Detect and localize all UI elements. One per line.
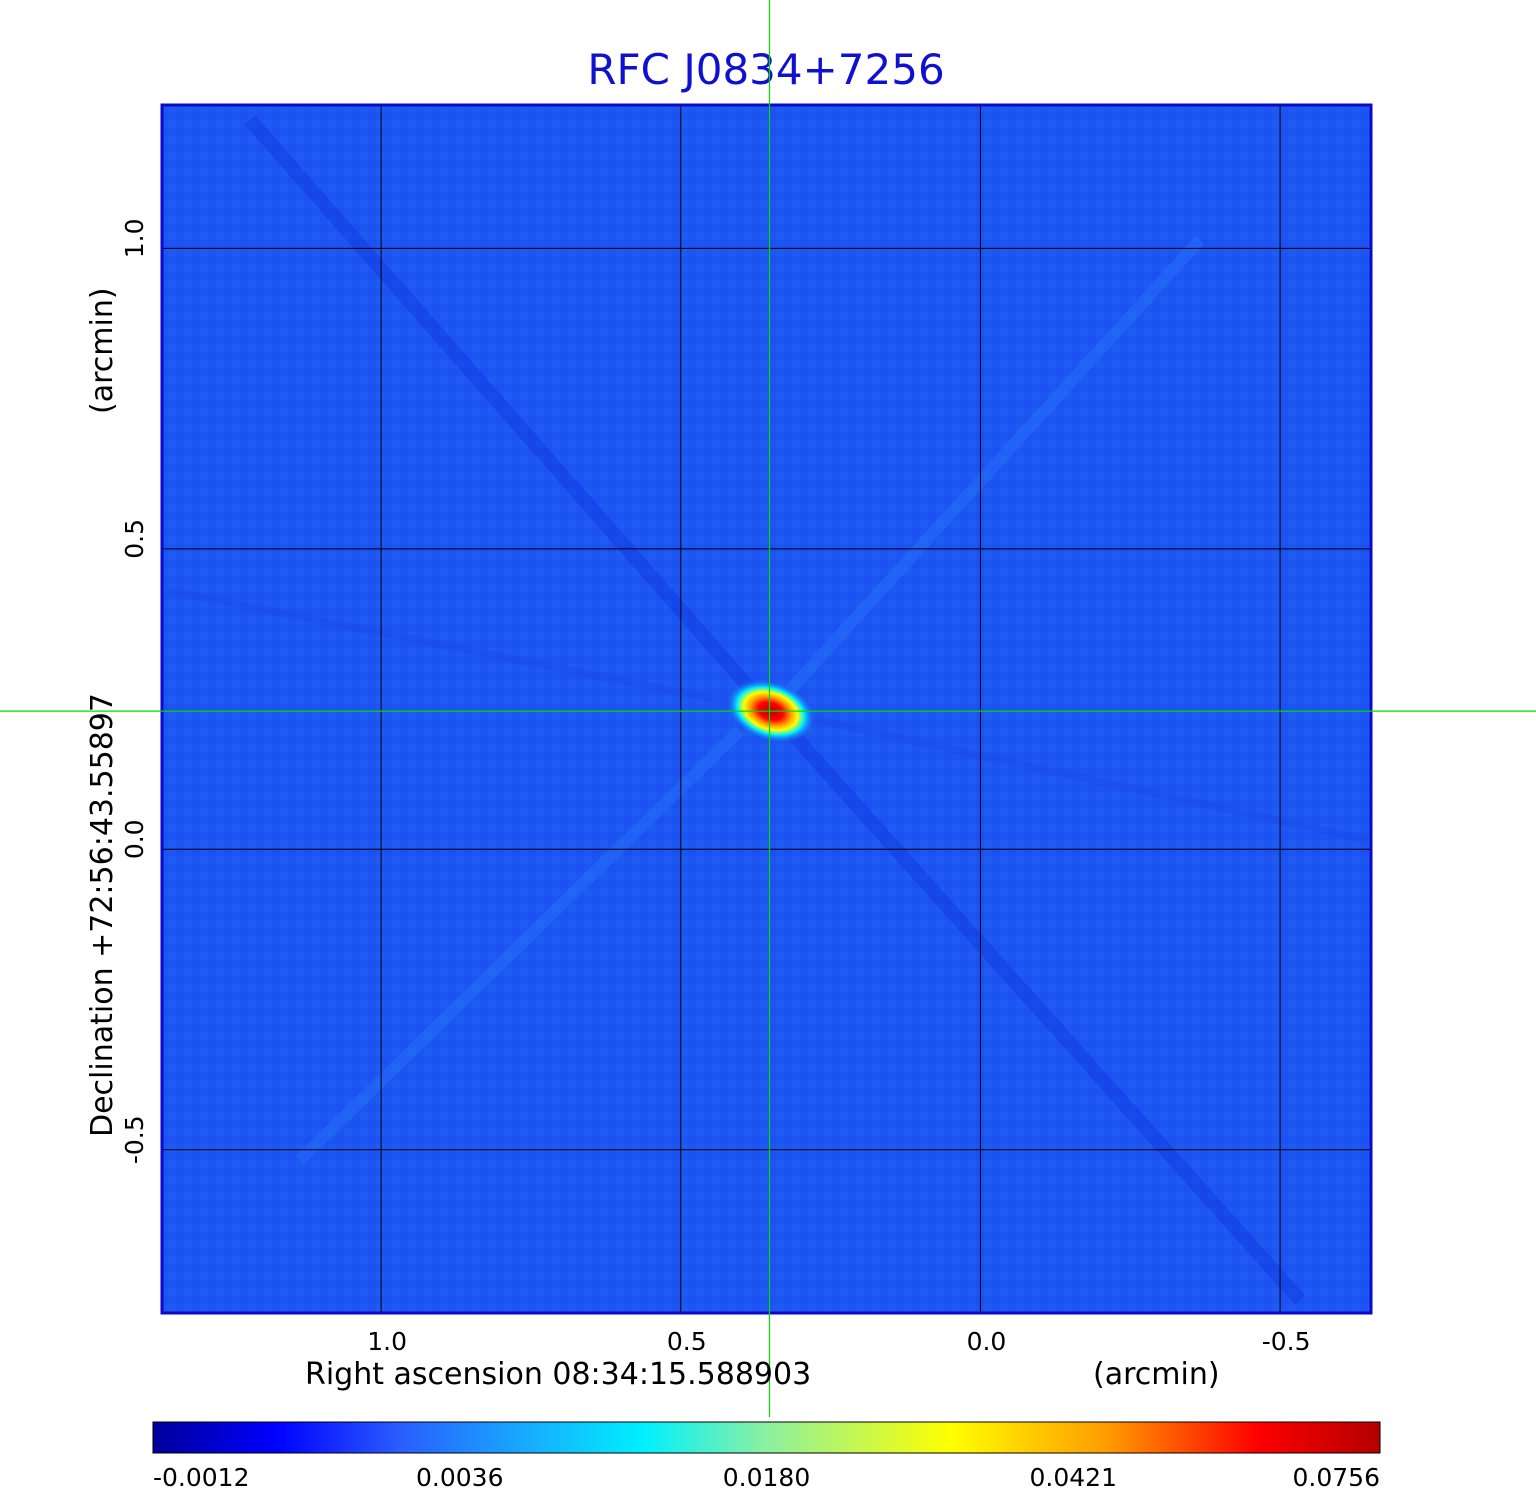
y-axis-label: Declination +72:56:43.55897 (85, 693, 120, 1137)
x-axis-label: Right ascension 08:34:15.588903 (305, 1357, 811, 1392)
y-tick-label: 1.0 (120, 219, 149, 259)
x-tick-label: 0.5 (667, 1327, 707, 1356)
coordinate-grid (163, 106, 1370, 1312)
y-tick-label: -0.5 (120, 1115, 149, 1164)
colorbar-tick-label: 0.0421 (1030, 1463, 1117, 1492)
colorbar-tick-label: -0.0012 (153, 1463, 250, 1492)
y-tick-labels: 1.0 0.5 0.0 -0.5 (120, 219, 149, 1165)
x-tick-label: 1.0 (367, 1327, 407, 1356)
y-tick-label: 0.0 (120, 819, 149, 859)
chart-title: RFC J0834+7256 (587, 45, 944, 94)
plot-frame (160, 103, 1373, 1315)
colorbar-tick-label: 0.0756 (1293, 1463, 1380, 1492)
x-tick-label: 0.0 (967, 1327, 1007, 1356)
colorbar-tick-labels: -0.0012 0.0036 0.0180 0.0421 0.0756 (153, 1463, 1380, 1492)
x-tick-labels: 1.0 0.5 0.0 -0.5 (367, 1327, 1310, 1356)
x-axis-unit: (arcmin) (1093, 1357, 1220, 1392)
x-tick-label: -0.5 (1262, 1327, 1311, 1356)
colorbar-tick-label: 0.0036 (416, 1463, 503, 1492)
colorbar-tick-label: 0.0180 (723, 1463, 810, 1492)
y-tick-label: 0.5 (120, 519, 149, 559)
sidelobe-streaks (164, 115, 1369, 1305)
image-field (163, 106, 1370, 1312)
colorbar (152, 1421, 1381, 1454)
y-axis-unit: (arcmin) (85, 287, 120, 414)
